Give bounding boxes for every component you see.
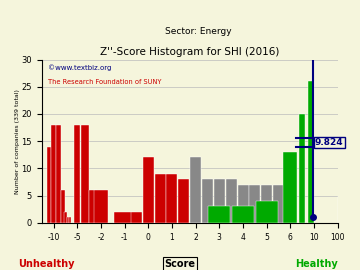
Bar	[74, 125, 80, 223]
Bar	[143, 157, 154, 223]
Bar	[131, 212, 142, 223]
Bar	[178, 179, 189, 223]
Bar	[300, 114, 305, 223]
Bar	[273, 185, 284, 223]
Title: Z''-Score Histogram for SHI (2016): Z''-Score Histogram for SHI (2016)	[100, 48, 280, 58]
Text: Sector: Energy: Sector: Energy	[165, 27, 231, 36]
Bar	[309, 81, 314, 223]
Bar	[249, 185, 260, 223]
Y-axis label: Number of companies (339 total): Number of companies (339 total)	[15, 89, 20, 194]
Bar	[256, 201, 278, 223]
Text: Healthy: Healthy	[296, 259, 338, 269]
Text: Score: Score	[165, 259, 195, 269]
Bar	[166, 174, 177, 223]
Text: Unhealthy: Unhealthy	[19, 259, 75, 269]
Bar	[226, 179, 237, 223]
Text: The Research Foundation of SUNY: The Research Foundation of SUNY	[48, 79, 161, 85]
Bar	[114, 212, 136, 223]
Bar	[47, 147, 51, 223]
Bar	[202, 179, 213, 223]
Bar	[214, 179, 225, 223]
Bar	[67, 217, 69, 223]
Bar	[232, 207, 254, 223]
Bar	[89, 190, 97, 223]
Bar	[283, 152, 297, 223]
Bar	[94, 190, 108, 223]
Bar	[81, 125, 89, 223]
Bar	[155, 174, 166, 223]
Bar	[56, 125, 60, 223]
Text: ©www.textbiz.org: ©www.textbiz.org	[48, 65, 111, 71]
Bar	[64, 212, 67, 223]
Text: 9.824: 9.824	[315, 138, 343, 147]
Bar	[51, 125, 56, 223]
Bar	[61, 190, 65, 223]
Bar	[208, 207, 230, 223]
Bar	[238, 185, 248, 223]
Bar	[261, 185, 272, 223]
Bar	[69, 217, 71, 223]
Bar	[190, 157, 201, 223]
